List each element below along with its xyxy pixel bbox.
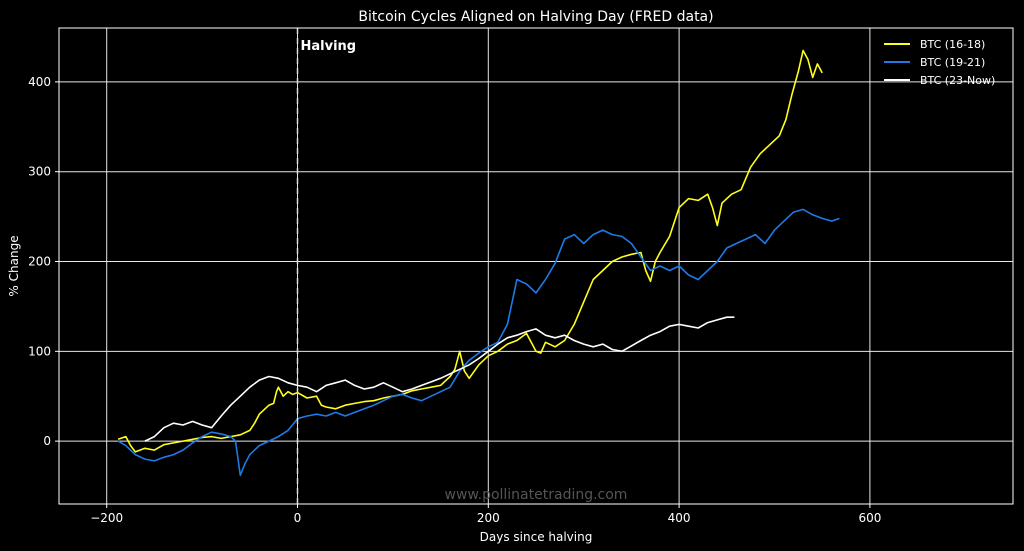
y-axis-label: % Change	[7, 235, 21, 296]
gridlines	[59, 28, 1013, 504]
x-axis-label: Days since halving	[480, 530, 593, 544]
x-tick-label: −200	[90, 511, 123, 525]
y-tick-label: 200	[28, 255, 51, 269]
y-tick-label: 100	[28, 344, 51, 358]
x-tick-label: 400	[668, 511, 691, 525]
chart-title: Bitcoin Cycles Aligned on Halving Day (F…	[358, 9, 713, 25]
x-tick-label: 200	[477, 511, 500, 525]
x-tick-label: 0	[294, 511, 302, 525]
y-tick-label: 300	[28, 165, 51, 179]
legend-entry: BTC (19-21)	[920, 56, 985, 69]
x-axis-ticks: −200 0 200 400 600	[90, 504, 881, 525]
series-line	[117, 208, 840, 477]
series-line	[117, 49, 823, 453]
halving-label: Halving	[301, 39, 357, 54]
legend: BTC (16-18) BTC (19-21) BTC (23-Now)	[884, 38, 995, 87]
y-tick-label: 0	[43, 434, 51, 448]
y-axis-ticks: 0 100 200 300 400	[28, 75, 59, 448]
legend-entry: BTC (16-18)	[920, 38, 985, 51]
watermark: www.pollinatetrading.com	[445, 487, 628, 503]
plot-frame	[58, 27, 1014, 505]
legend-entry: BTC (23-Now)	[920, 74, 995, 87]
series-line	[144, 316, 735, 442]
y-tick-label: 400	[28, 75, 51, 89]
series-lines	[117, 49, 840, 477]
x-tick-label: 600	[858, 511, 881, 525]
